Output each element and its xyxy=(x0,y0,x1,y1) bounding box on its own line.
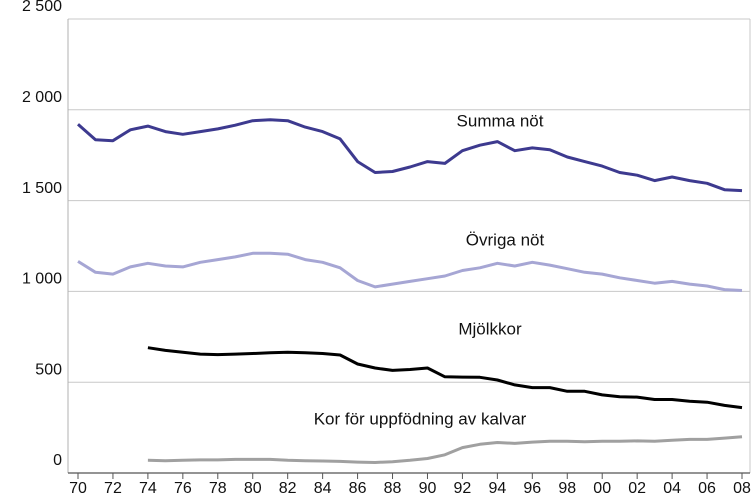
x-tick-label: 84 xyxy=(314,480,332,497)
x-tick-label: 98 xyxy=(558,480,576,497)
series-label: Kor för uppfödning av kalvar xyxy=(314,409,527,428)
x-tick-label: 94 xyxy=(488,480,506,497)
x-tick-label: 92 xyxy=(454,480,472,497)
x-tick-label: 88 xyxy=(384,480,402,497)
x-tick-label: 04 xyxy=(663,480,681,497)
x-tick-label: 70 xyxy=(69,480,87,497)
x-tick-label: 72 xyxy=(104,480,122,497)
series-label: Övriga nöt xyxy=(466,230,545,249)
y-tick-label: 2 000 xyxy=(22,89,62,106)
x-tick-label: 74 xyxy=(139,480,157,497)
x-tick-label: 78 xyxy=(209,480,227,497)
x-tick-label: 76 xyxy=(174,480,192,497)
series-label: Summa nöt xyxy=(457,111,544,130)
series-line xyxy=(77,118,743,193)
x-tick-label: 96 xyxy=(523,480,541,497)
x-tick-label: 06 xyxy=(698,480,716,497)
x-tick-label: 86 xyxy=(349,480,367,497)
y-tick-label: 500 xyxy=(35,361,62,378)
x-tick-label: 90 xyxy=(419,480,437,497)
series-label: Mjölkkor xyxy=(458,319,522,338)
x-tick-label: 00 xyxy=(593,480,611,497)
x-tick-label: 08 xyxy=(733,480,751,497)
series-line xyxy=(77,251,743,292)
x-tick-label: 82 xyxy=(279,480,297,497)
x-tick-label: 80 xyxy=(244,480,262,497)
y-tick-label: 1 500 xyxy=(22,180,62,197)
y-tick-label: 1 000 xyxy=(22,271,62,288)
series-line xyxy=(147,435,743,464)
y-tick-label: 0 xyxy=(53,452,62,469)
series-line xyxy=(147,346,743,410)
x-tick-label: 02 xyxy=(628,480,646,497)
y-tick-label: 2 500 xyxy=(22,0,62,15)
